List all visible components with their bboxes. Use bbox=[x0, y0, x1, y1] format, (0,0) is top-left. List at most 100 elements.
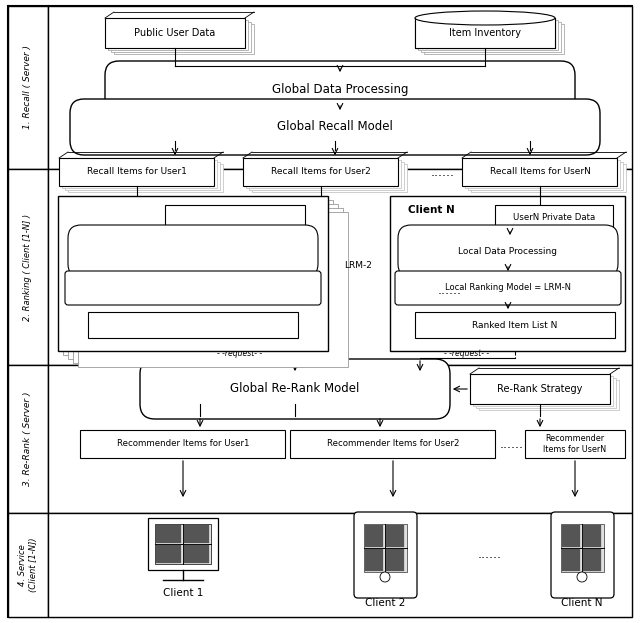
FancyBboxPatch shape bbox=[65, 271, 321, 305]
FancyBboxPatch shape bbox=[68, 225, 318, 277]
Bar bbox=[418, 20, 558, 50]
Text: 4. Service
(Client [1-N]): 4. Service (Client [1-N]) bbox=[19, 538, 38, 592]
Text: ......: ...... bbox=[500, 437, 524, 450]
Text: ......: ...... bbox=[478, 548, 502, 561]
Bar bbox=[48, 169, 632, 365]
Text: Client 1: Client 1 bbox=[163, 588, 203, 598]
Text: Client 2: Client 2 bbox=[365, 598, 405, 608]
Circle shape bbox=[380, 572, 390, 582]
Text: Client N: Client N bbox=[561, 598, 603, 608]
Bar bbox=[48, 513, 632, 617]
Text: Public User Data: Public User Data bbox=[134, 28, 216, 38]
Bar bbox=[562, 525, 580, 547]
Bar bbox=[63, 200, 333, 355]
Bar bbox=[562, 549, 580, 571]
Bar bbox=[583, 549, 601, 571]
Text: Recall Items for User1: Recall Items for User1 bbox=[87, 168, 187, 176]
FancyBboxPatch shape bbox=[398, 225, 618, 277]
Text: Global Re-Rank Model: Global Re-Rank Model bbox=[230, 383, 360, 396]
Text: User1 Private Data: User1 Private Data bbox=[193, 212, 278, 222]
Bar bbox=[78, 212, 348, 367]
Bar bbox=[249, 162, 404, 190]
Text: Recall Items for UserN: Recall Items for UserN bbox=[490, 168, 591, 176]
Text: Local Ranking Model = LRM-N: Local Ranking Model = LRM-N bbox=[445, 283, 571, 293]
Bar bbox=[424, 24, 564, 54]
FancyBboxPatch shape bbox=[354, 512, 417, 598]
Text: Client 1: Client 1 bbox=[90, 205, 135, 215]
Bar bbox=[88, 312, 298, 338]
Bar bbox=[390, 196, 625, 351]
Text: Global Recall Model: Global Recall Model bbox=[277, 120, 393, 133]
Bar bbox=[415, 18, 555, 48]
Bar bbox=[59, 158, 214, 186]
Text: 1. Recall ( Server ): 1. Recall ( Server ) bbox=[24, 45, 33, 129]
Bar bbox=[364, 524, 407, 572]
Bar bbox=[415, 312, 615, 338]
Bar bbox=[148, 518, 218, 570]
Text: Item Inventory: Item Inventory bbox=[449, 28, 521, 38]
Bar bbox=[8, 365, 48, 513]
Bar bbox=[111, 22, 251, 52]
Bar bbox=[68, 204, 338, 359]
Bar bbox=[80, 430, 285, 458]
Text: ......: ...... bbox=[438, 283, 462, 297]
Bar bbox=[48, 365, 632, 513]
Text: Recommender
Items for UserN: Recommender Items for UserN bbox=[543, 434, 607, 454]
Bar bbox=[8, 513, 48, 617]
FancyBboxPatch shape bbox=[70, 99, 600, 155]
Bar bbox=[246, 160, 401, 188]
Text: Local Ranking Model = LRM-1: Local Ranking Model = LRM-1 bbox=[129, 283, 257, 293]
Bar bbox=[462, 158, 617, 186]
Bar bbox=[471, 164, 626, 192]
Text: Re-Rank Strategy: Re-Rank Strategy bbox=[497, 384, 582, 394]
Bar bbox=[48, 6, 632, 169]
Bar bbox=[561, 524, 604, 572]
Bar bbox=[470, 374, 610, 404]
Bar bbox=[252, 164, 407, 192]
Bar bbox=[62, 160, 217, 188]
FancyBboxPatch shape bbox=[140, 359, 450, 419]
Text: Local Data Processing: Local Data Processing bbox=[458, 247, 557, 255]
Bar bbox=[290, 430, 495, 458]
Bar bbox=[155, 524, 211, 564]
Text: - -request- -: - -request- - bbox=[444, 350, 490, 358]
Text: Local Data Processing: Local Data Processing bbox=[143, 247, 243, 255]
Text: Client N: Client N bbox=[408, 205, 455, 215]
Text: LRM-2: LRM-2 bbox=[344, 260, 372, 270]
Bar bbox=[583, 525, 601, 547]
Text: Recall Items for User2: Recall Items for User2 bbox=[271, 168, 371, 176]
Bar bbox=[421, 22, 561, 52]
Bar bbox=[386, 549, 404, 571]
Bar bbox=[479, 380, 619, 410]
Bar bbox=[165, 205, 305, 229]
Bar bbox=[184, 545, 209, 563]
Bar bbox=[365, 549, 383, 571]
Ellipse shape bbox=[415, 11, 555, 25]
FancyBboxPatch shape bbox=[105, 61, 575, 117]
Bar bbox=[8, 169, 48, 365]
Text: Global Data Processing: Global Data Processing bbox=[272, 82, 408, 95]
Bar bbox=[108, 20, 248, 50]
Bar bbox=[476, 378, 616, 408]
Bar bbox=[243, 158, 398, 186]
Text: UserN Private Data: UserN Private Data bbox=[513, 212, 595, 222]
Text: 3. Re-Rank ( Server ): 3. Re-Rank ( Server ) bbox=[24, 392, 33, 486]
Bar bbox=[473, 376, 613, 406]
Bar bbox=[156, 545, 181, 563]
Text: Recommender Items for User2: Recommender Items for User2 bbox=[327, 439, 460, 449]
Bar bbox=[495, 205, 613, 229]
Text: Recommender Items for User1: Recommender Items for User1 bbox=[116, 439, 249, 449]
Text: ......: ...... bbox=[431, 166, 455, 179]
Bar bbox=[8, 6, 48, 169]
Bar bbox=[184, 525, 209, 543]
Bar bbox=[365, 525, 383, 547]
Bar bbox=[114, 24, 254, 54]
Bar bbox=[68, 164, 223, 192]
Bar bbox=[156, 525, 181, 543]
Bar bbox=[105, 18, 245, 48]
FancyBboxPatch shape bbox=[395, 271, 621, 305]
Bar bbox=[73, 208, 343, 363]
FancyBboxPatch shape bbox=[551, 512, 614, 598]
Text: - -request- -: - -request- - bbox=[218, 350, 262, 358]
Text: Ranked Item List N: Ranked Item List N bbox=[472, 320, 557, 330]
